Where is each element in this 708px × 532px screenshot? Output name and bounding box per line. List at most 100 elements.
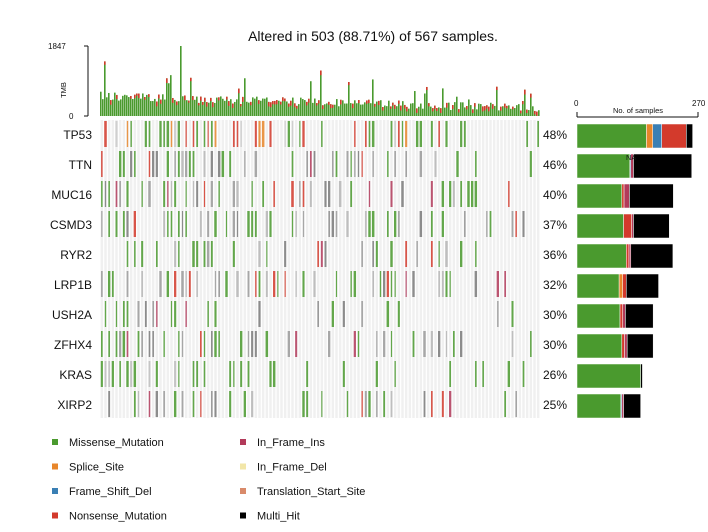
mutation-cell — [122, 301, 125, 327]
mutation-cell — [496, 271, 500, 297]
mutation-cell — [430, 181, 433, 207]
tmb-bar — [398, 100, 400, 116]
mutation-cell — [530, 331, 532, 357]
tmb-bar — [226, 96, 228, 116]
matrix-column — [533, 120, 536, 418]
mutation-cell — [148, 361, 151, 387]
mutation-cell — [192, 151, 195, 177]
mutation-cell — [335, 151, 338, 177]
tmb-bar-segment — [492, 104, 494, 109]
mutation-cell — [152, 301, 154, 327]
mutation-cell — [163, 181, 166, 207]
matrix-column — [111, 120, 115, 418]
mutation-cell — [386, 271, 389, 297]
tmb-bar — [470, 105, 472, 116]
tmb-bar — [404, 104, 406, 116]
matrix-column — [426, 120, 430, 418]
count-bar-segment — [621, 333, 625, 359]
mutation-cell — [167, 181, 169, 207]
tmb-bar — [222, 98, 224, 116]
mutation-cell — [134, 241, 136, 267]
tmb-bar — [220, 96, 222, 116]
gene-percent-label: 36% — [543, 248, 567, 262]
mutation-cell — [438, 121, 440, 147]
mutation-cell — [199, 211, 202, 237]
tmb-bar — [214, 102, 216, 116]
mutation-cell — [218, 331, 220, 357]
mutation-cell — [515, 391, 517, 417]
mutation-cell — [273, 271, 276, 297]
mutation-cell — [243, 391, 246, 417]
tmb-bar — [478, 103, 480, 116]
mutation-cell — [467, 181, 470, 207]
count-bar-segment — [631, 213, 634, 239]
tmb-bar — [330, 104, 332, 116]
matrix-column — [309, 120, 313, 418]
tmb-bar — [198, 102, 200, 116]
mutation-cell — [251, 211, 254, 237]
tmb-bar — [446, 102, 448, 116]
tmb-bar-segment — [500, 106, 502, 111]
tmb-bar-segment — [282, 97, 284, 101]
mutation-cell — [416, 241, 418, 267]
legend-swatch — [52, 512, 58, 519]
mutation-cell — [287, 331, 291, 357]
tmb-bar — [432, 108, 434, 116]
mutation-cell — [320, 241, 323, 267]
tmb-bar-segment — [382, 107, 384, 111]
mutation-cell — [181, 331, 184, 357]
mutation-cell — [357, 151, 360, 177]
count-bar-segment — [626, 333, 654, 359]
matrix-column — [382, 120, 386, 418]
tmb-bar — [194, 99, 196, 116]
mutation-cell — [335, 271, 338, 297]
mutation-cell — [441, 211, 444, 237]
tmb-bar — [378, 100, 380, 116]
matrix-column — [287, 120, 291, 418]
matrix-column — [386, 120, 390, 418]
mutation-cell — [390, 181, 393, 207]
legend: Missense_Mutation In_Frame_Ins Splice_Site… — [52, 437, 365, 523]
count-bar-segment — [686, 123, 693, 149]
gene-label: XIRP2 — [57, 398, 92, 412]
count-bar-segment — [652, 123, 662, 149]
tmb-bar-segment — [484, 106, 486, 111]
gene-percent-label: 48% — [543, 128, 567, 142]
tmb-bar-segment — [136, 93, 138, 96]
mutation-cell — [460, 121, 463, 147]
tmb-bar — [462, 102, 464, 116]
mutation-cell — [152, 331, 154, 357]
mutation-cell — [107, 271, 111, 297]
matrix-column — [236, 120, 239, 418]
tmb-bar-segment — [390, 106, 392, 109]
tmb-bar — [426, 86, 428, 116]
mutation-cell — [371, 121, 375, 147]
count-axis-label: No. of samples — [613, 106, 663, 115]
tmb-bar-segment — [156, 101, 158, 107]
gene-label: CSMD3 — [50, 218, 92, 232]
matrix-column — [107, 120, 111, 418]
mutation-cell — [515, 211, 517, 237]
matrix-column — [349, 120, 353, 418]
tmb-bar — [448, 102, 450, 116]
tmb-bar — [260, 100, 262, 116]
tmb-bar-segment — [308, 98, 310, 103]
mutation-cell — [258, 271, 261, 297]
matrix-column — [357, 120, 360, 418]
tmb-bar — [150, 101, 152, 116]
tmb-bar — [266, 97, 268, 116]
tmb-bar — [420, 103, 422, 116]
tmb-bar — [102, 99, 104, 116]
mutation-cell — [210, 121, 213, 147]
tmb-bar-segment — [202, 102, 204, 105]
tmb-bar — [500, 106, 502, 116]
mutation-cell — [383, 391, 386, 417]
matrix-column — [217, 120, 221, 418]
tmb-bar — [108, 92, 110, 116]
matrix-column — [445, 120, 448, 418]
tmb-bar-segment — [406, 106, 408, 112]
gene-percent-label: 30% — [543, 308, 567, 322]
mutation-cell — [174, 121, 177, 147]
tmb-bar — [130, 96, 132, 116]
tmb-bar-segment — [534, 110, 536, 115]
